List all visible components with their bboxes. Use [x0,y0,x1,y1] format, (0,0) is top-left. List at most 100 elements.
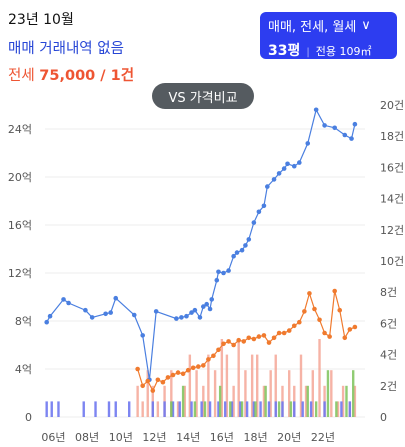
x-tick-label: 20년 [277,431,301,444]
sale-price-point [66,300,71,306]
sale-volume-bar [178,401,181,417]
y-right-tick-label: 10건 [380,255,404,268]
x-tick-label: 14년 [176,431,200,444]
sale-price-point [209,297,215,302]
y-left-tick-label: 8억 [15,315,32,328]
sale-volume-bar [94,401,97,417]
sale-volume-bar [171,401,175,417]
jeonse-price-point [246,335,252,341]
monthly-volume-bar [326,370,330,417]
x-tick-label: 06년 [41,431,65,444]
sale-volume-bar [309,401,313,417]
jeonse-volume-bar [237,339,240,417]
sale-price-point [47,313,53,319]
jeonse-price-point [206,357,211,362]
x-tick-label: 10년 [109,431,133,444]
jeonse-price-point [185,367,191,373]
vs-compare-button[interactable]: VS 가격비교 [152,83,254,109]
sale-price-point [221,270,226,276]
jeonse-volume-bar [141,401,144,417]
y-right-tick-label: 6건 [380,317,397,330]
x-tick-label: 22년 [311,431,335,444]
jeonse-price-point [317,317,322,323]
jeonse-volume-bar [183,385,186,417]
sale-price-point [291,163,297,169]
jeonse-price-point [160,379,166,385]
sale-price-point [352,121,358,127]
monthly-volume-bar [193,401,197,417]
jeonse-volume-bar [156,401,160,417]
jeonse-price-point [266,340,272,345]
jeonse-volume-bar [195,370,198,417]
sale-price-point [179,315,184,320]
jeonse-volume-bar [225,354,229,417]
sale-volume-bar [45,401,48,417]
monthly-volume-bar [314,401,318,417]
jeonse-volume-bar [330,370,333,417]
jeonse-price-point [140,383,145,389]
jeonse-price-point [135,366,140,372]
sale-volume-bar [200,401,203,417]
sale-price-point [243,243,248,248]
jeonse-price-point [190,365,196,371]
jeonse-volume-bar [299,354,303,417]
sale-price-point [214,277,220,283]
sale-volume-bar [128,401,131,417]
jeonse-price-point [211,353,216,359]
sale-volume-bar [340,401,343,417]
sale-volume-bar [281,401,284,417]
jeonse-volume-bar [269,370,272,417]
jeonse-volume-bar [136,385,139,417]
jeonse-volume-bar [288,370,291,417]
jeonse-price-point [241,339,247,344]
jeonse-price-point [327,334,332,339]
jeonse-price-point [195,364,201,369]
monthly-volume-bar [170,401,173,417]
sale-volume-bar [259,401,262,417]
sale-price-point [197,315,203,320]
y-right-tick-label: 12건 [380,224,404,237]
sale-price-point [281,166,287,171]
jeonse-price-point [291,323,297,329]
jeonse-price-point [271,335,277,341]
jeonse-volume-bar [250,354,254,417]
jeonse-prefix: 전세 [8,68,40,84]
jeonse-price-point [261,333,267,338]
sale-volume-bar [267,401,271,417]
monthly-volume-bar [306,385,309,417]
x-tick-label: 18년 [243,431,267,444]
period-date: 23년 10월 [8,12,74,28]
jeonse-volume-bar [274,354,277,417]
y-right-tick-label: 4건 [380,349,397,362]
jeonse-volume-bar [220,339,224,417]
sale-price-point [184,313,189,319]
sale-price-point [305,141,311,146]
jeonse-price-point [286,328,292,333]
jeonse-price-point [165,375,171,380]
sale-volume-bar [230,401,234,417]
jeonse-amount: 75,000 / 1건 [39,68,135,84]
sale-price-point [44,319,49,325]
jeonse-price-point [312,306,317,312]
y-right-tick-label: 16건 [380,161,404,174]
sale-status: 매매 거래내역 없음 [8,41,124,57]
sale-price-point [342,132,348,138]
jeonse-price-point [337,307,343,313]
jeonse-volume-bar [146,370,149,417]
sale-volume-bar [301,401,304,417]
y-right-tick-label: 18건 [380,130,404,143]
transaction-type-selector[interactable]: 매매, 전세, 월세 ∨ 33평 | 전용 109㎡ [260,12,397,59]
jeonse-price-point [256,334,262,339]
jeonse-price-point [236,337,241,343]
sale-price-point [189,310,194,315]
sale-volume-bar [245,401,249,417]
jeonse-price-point [307,291,312,296]
jeonse-summary: 전세 75,000 / 1건 [8,64,134,85]
jeonse-price-point [322,330,327,336]
jeonse-price-point [297,319,302,325]
pyeong-value: 33평 [268,43,301,59]
jeonse-volume-bar [244,370,247,417]
jeonse-price-point [352,324,358,330]
jeonse-volume-bar [207,354,210,417]
sale-price-point [174,316,179,321]
